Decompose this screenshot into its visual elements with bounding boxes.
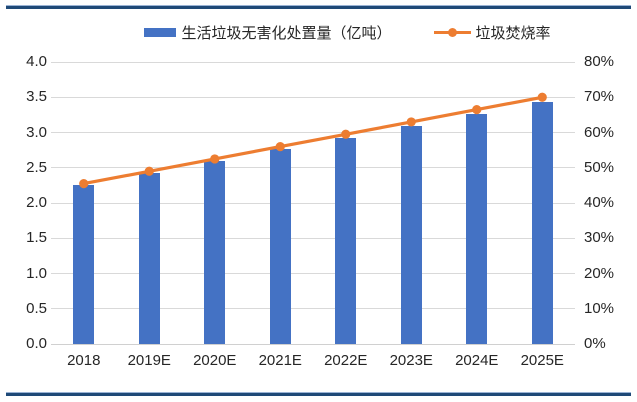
bar-2025E — [531, 102, 553, 344]
right-axis-tick-label: 70% — [584, 88, 615, 106]
x-axis-line — [51, 343, 575, 345]
left-axis-tick-label: 0.5 — [26, 299, 47, 317]
x-axis-label-2023E: 2023E — [389, 352, 433, 369]
left-axis-tick-label: 3.5 — [26, 88, 47, 106]
right-axis-tick-label: 30% — [584, 229, 615, 247]
gridline — [51, 167, 575, 169]
bottom-rule-edge — [6, 392, 631, 393]
left-axis-tick-label: 2.5 — [26, 158, 47, 176]
bottom-rule-bar — [6, 393, 631, 396]
bar-2023E — [400, 126, 422, 344]
x-axis-label-2020E: 2020E — [193, 352, 237, 369]
left-axis-tick-label: 1.5 — [26, 229, 47, 247]
legend-item-bar-series: 生活垃圾无害化处置量（亿吨） — [144, 22, 392, 43]
x-axis-label-2022E: 2022E — [324, 352, 368, 369]
chart-legend: 生活垃圾无害化处置量（亿吨） 垃圾焚烧率 — [29, 21, 637, 43]
x-axis-label-2021E: 2021E — [258, 352, 302, 369]
bottom-rule — [6, 392, 631, 396]
gridline — [51, 308, 575, 310]
x-axis-label-2019E: 2019E — [127, 352, 171, 369]
left-axis-tick-label: 3.0 — [26, 123, 47, 141]
bar-series-swatch-icon — [144, 27, 177, 37]
legend-label-line-series: 垃圾焚烧率 — [475, 24, 551, 42]
right-axis-tick-label: 60% — [584, 123, 615, 141]
right-axis-tick-label: 10% — [584, 299, 615, 317]
top-rule-edge — [6, 5, 631, 6]
right-axis-tick-label: 20% — [584, 264, 615, 282]
left-axis-tick-label: 2.0 — [26, 194, 47, 211]
line-series-swatch-icon — [433, 27, 471, 37]
gridline — [51, 96, 575, 98]
legend-item-line-series: 垃圾焚烧率 — [433, 22, 551, 43]
legend-label-bar-series: 生活垃圾无害化处置量（亿吨） — [181, 24, 392, 42]
left-axis-tick-label: 4.0 — [26, 53, 47, 70]
x-axis-label-2025E: 2025E — [520, 352, 564, 369]
right-axis-tick-label: 80% — [584, 53, 615, 70]
gridline — [51, 202, 575, 204]
bar-2022E — [335, 138, 357, 344]
x-axis-label-2018: 2018 — [67, 352, 101, 369]
bar-2019E — [138, 173, 160, 344]
right-axis-tick-label: 0% — [584, 335, 606, 352]
top-rule-bar — [6, 6, 631, 9]
left-axis-tick-label: 0.0 — [26, 335, 47, 352]
gridline — [51, 61, 575, 63]
bar-2018 — [73, 184, 95, 344]
right-axis-tick-label: 50% — [584, 158, 615, 176]
gridline — [51, 237, 575, 239]
gridline — [51, 132, 575, 133]
bar-2020E — [204, 161, 226, 344]
x-axis-label-2024E: 2024E — [455, 352, 499, 369]
gridline — [51, 273, 575, 274]
bar-2024E — [466, 114, 488, 344]
bar-2021E — [269, 149, 291, 344]
right-axis-tick-label: 40% — [584, 194, 615, 211]
line-swatch-dot — [447, 27, 457, 37]
left-axis-tick-label: 1.0 — [26, 264, 47, 282]
top-rule — [6, 5, 631, 9]
